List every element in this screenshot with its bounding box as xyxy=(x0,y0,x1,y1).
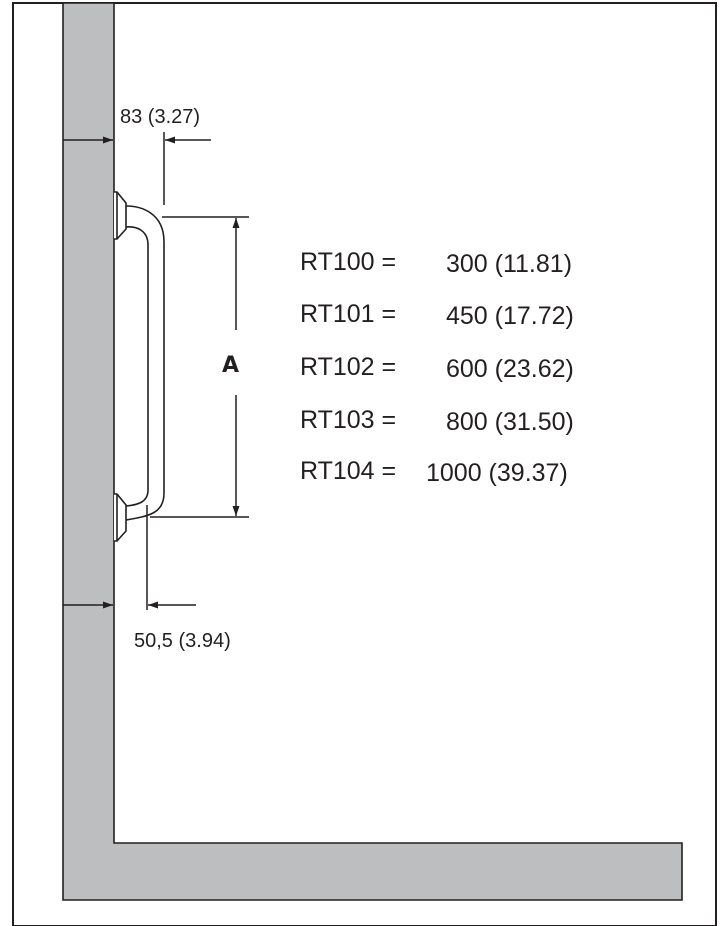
model-name: RT104 = xyxy=(300,457,396,485)
wall-section xyxy=(62,2,683,901)
drawing-frame xyxy=(12,2,717,926)
bar-tube-outer xyxy=(125,205,165,521)
top-offset-dimension xyxy=(63,132,211,205)
model-name: RT101 = xyxy=(300,300,396,328)
span-a-dimension xyxy=(150,216,249,518)
grab-bar xyxy=(114,191,165,542)
model-name: RT102 = xyxy=(300,353,396,381)
model-name: RT100 = xyxy=(300,248,396,276)
model-size: 450 (17.72) xyxy=(446,302,574,330)
model-size: 300 (11.81) xyxy=(446,250,572,278)
model-size: 1000 (39.37) xyxy=(426,459,568,487)
top-flange xyxy=(114,191,127,240)
bar-tube-inner xyxy=(125,226,149,507)
model-size-list: RT100 = 300 (11.81) RT101 = 450 (17.72) … xyxy=(300,248,574,487)
model-name: RT103 = xyxy=(300,406,396,434)
span-a-label: A xyxy=(222,353,239,378)
bottom-flange xyxy=(114,493,127,542)
top-offset-label: 83 (3.27) xyxy=(120,106,200,128)
model-size: 600 (23.62) xyxy=(446,355,574,383)
bottom-offset-dimension xyxy=(63,505,196,610)
bottom-offset-label: 50,5 (3.94) xyxy=(134,630,231,652)
model-size: 800 (31.50) xyxy=(446,408,574,436)
